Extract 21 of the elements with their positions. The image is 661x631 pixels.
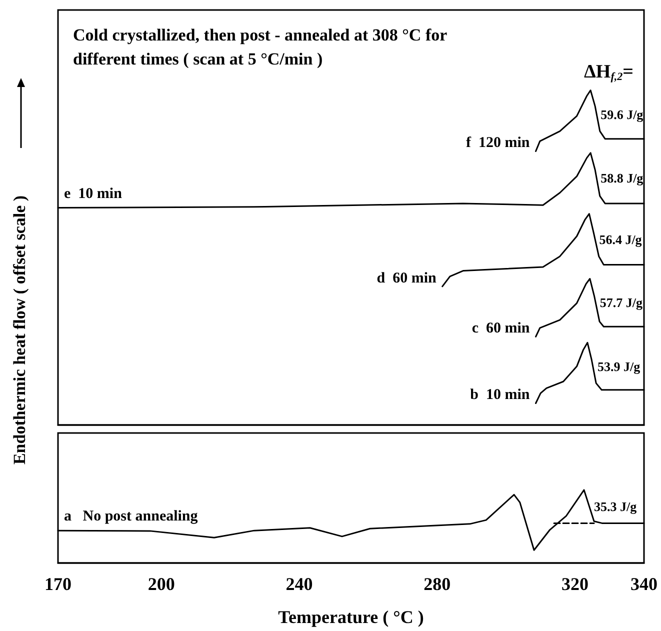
x-tick-label: 340 (630, 574, 658, 594)
annotation: 59.6 J/g (600, 107, 644, 122)
x-tick-label: 320 (562, 574, 589, 594)
x-tick-label: 200 (148, 574, 175, 594)
x-tick-label: 280 (424, 574, 451, 594)
annotation: 58.8 J/g (600, 170, 644, 186)
series-label: c 60 min (472, 320, 530, 337)
chart-title: Cold crystallized, then post - annealed at 308 °C for different times ( scan at 5 °C/min ) (73, 26, 452, 68)
series-label: f 120 min (466, 135, 530, 152)
x-axis-title: Temperature ( °C ) (278, 607, 424, 627)
annotation: 53.9 J/g (597, 358, 641, 374)
series-label: b 10 min (470, 387, 530, 404)
annotation: 57.7 J/g (600, 295, 643, 310)
x-tick-label: 170 (44, 574, 72, 594)
x-tick-label: 240 (286, 574, 313, 594)
series-label: a No post annealing (64, 508, 198, 525)
annotation: 56.4 J/g (599, 232, 642, 247)
series-label: d 60 min (376, 270, 437, 286)
annotation: 35.3 J/g (594, 499, 638, 514)
series-label: e 10 min (64, 186, 123, 202)
y-axis-title: Endothermic heat flow ( offset scale ) (10, 195, 30, 465)
